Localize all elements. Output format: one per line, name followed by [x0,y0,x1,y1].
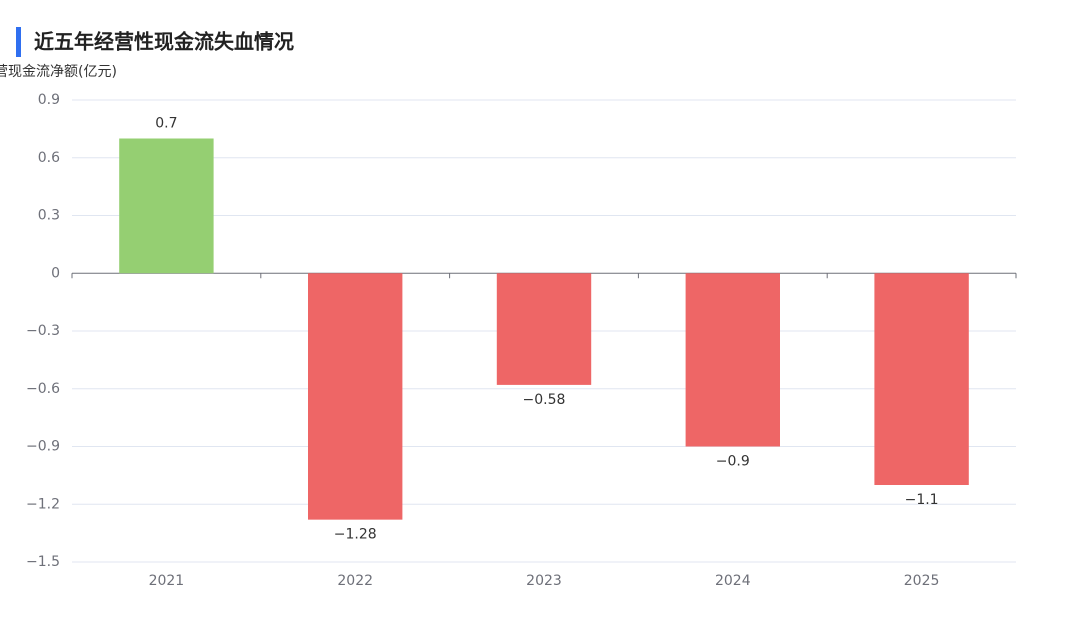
y-tick-label: −0.9 [26,439,60,455]
x-tick-label: 2024 [715,573,751,589]
bar [496,273,592,385]
y-tick-label: −1.2 [26,496,60,512]
value-label: −1.1 [905,492,939,508]
bar [308,273,403,520]
bar [119,138,214,274]
y-tick-label: 0 [51,265,60,281]
x-tick-label: 2025 [904,573,940,589]
y-tick-label: −0.6 [26,381,60,397]
value-label: −0.9 [716,454,750,470]
chart-title: 近五年经营性现金流失血情况 [34,30,294,54]
value-label: 0.7 [155,116,177,132]
y-tick-label: −1.5 [26,554,60,570]
y-axis-title: 营现金流净额(亿元) [0,64,117,80]
y-tick-label: −0.3 [26,323,60,339]
x-tick-label: 2023 [526,573,562,589]
title-accent [16,27,21,57]
bar [685,273,780,447]
value-label: −0.58 [523,392,566,408]
y-tick-label: 0.3 [38,208,60,224]
x-tick-label: 2022 [337,573,373,589]
y-tick-label: 0.6 [38,150,60,166]
value-label: −1.28 [334,527,377,543]
x-tick-label: 2021 [149,573,185,589]
y-tick-label: 0.9 [38,92,60,108]
bar [874,273,969,485]
